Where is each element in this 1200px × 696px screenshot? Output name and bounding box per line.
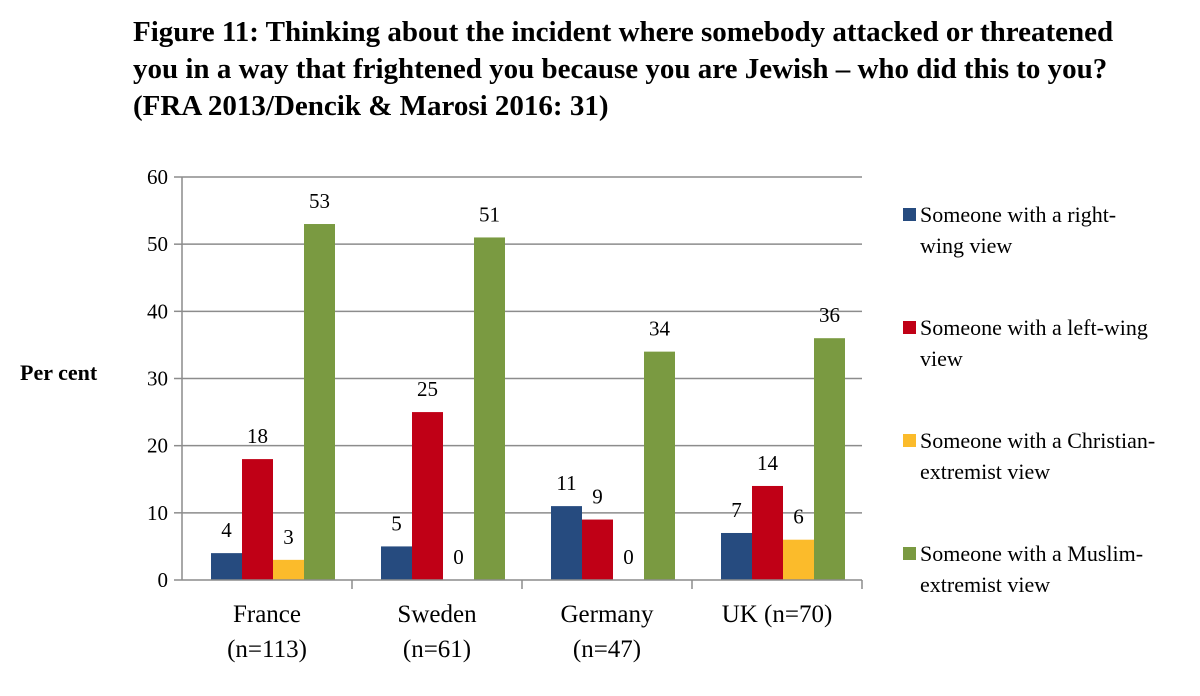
bar <box>381 546 412 580</box>
category-label: Sweden (n=61) <box>397 601 477 663</box>
bar <box>644 351 675 580</box>
bar <box>814 338 845 580</box>
data-label: 53 <box>309 189 330 213</box>
bar <box>551 506 582 580</box>
data-label: 14 <box>757 451 779 475</box>
legend-swatch <box>903 547 916 560</box>
category-label: France (n=113) <box>227 601 307 663</box>
data-label: 34 <box>649 317 671 341</box>
chart-title: Figure 11: Thinking about the incident w… <box>133 16 1114 122</box>
data-label: 9 <box>592 485 603 509</box>
legend-label-line: Someone with a right- <box>920 202 1116 227</box>
legend-label: Someone with a left-wing view <box>920 315 1148 371</box>
y-tick-label: 40 <box>147 299 168 323</box>
legend-label: Someone with a Christian-extremist view <box>920 428 1155 484</box>
y-tick-label: 30 <box>147 367 168 391</box>
y-tick-label: 0 <box>158 568 169 592</box>
y-axis-label: Per cent <box>20 360 98 385</box>
category-label-line: UK (n=70) <box>722 601 833 628</box>
y-tick-label: 50 <box>147 232 168 256</box>
bar <box>582 519 613 580</box>
data-label: 7 <box>731 498 742 522</box>
data-label: 36 <box>819 303 840 327</box>
category-label-line: Germany <box>560 601 654 628</box>
bar <box>273 559 304 580</box>
data-label: 0 <box>623 545 634 569</box>
legend-label-line: extremist view <box>920 459 1050 484</box>
gridlines <box>182 176 862 514</box>
bar <box>752 485 783 580</box>
bar <box>721 532 752 580</box>
category-label-line: Sweden <box>397 601 477 628</box>
y-tick-label: 10 <box>147 501 168 525</box>
legend-label-line: wing view <box>920 233 1012 258</box>
data-label: 3 <box>283 525 294 549</box>
bar <box>783 539 814 580</box>
category-label-line: France <box>233 601 301 628</box>
data-labels: 4 18 3 53 5 25 0 51 11 9 0 34 7 14 6 36 <box>221 189 840 569</box>
legend-label: Someone with a right-wing view <box>920 202 1116 258</box>
legend-label-line: extremist view <box>920 572 1050 597</box>
data-label: 11 <box>556 471 576 495</box>
data-label: 5 <box>391 511 402 535</box>
legend-label-line: Someone with a Muslim- <box>920 541 1143 566</box>
category-label: Germany (n=47) <box>560 601 654 663</box>
data-label: 25 <box>417 377 438 401</box>
data-label: 0 <box>453 545 464 569</box>
legend-label-line: view <box>920 346 963 371</box>
legend-swatch <box>903 434 916 447</box>
data-label: 6 <box>793 505 804 529</box>
bar <box>211 553 242 580</box>
bar <box>242 459 273 580</box>
y-tick-label: 20 <box>147 434 168 458</box>
y-tick-label: 60 <box>147 165 168 189</box>
legend-label: Someone with a Muslim-extremist view <box>920 541 1143 597</box>
category-label: UK (n=70) <box>722 601 833 628</box>
legend-label-line: Someone with a left-wing <box>920 315 1148 340</box>
legend-swatch <box>903 321 916 334</box>
bar <box>304 224 335 580</box>
bar <box>412 412 443 580</box>
legend-swatch <box>903 208 916 221</box>
legend-label-line: Someone with a Christian- <box>920 428 1155 453</box>
category-label-line: (n=113) <box>227 636 307 663</box>
data-label: 18 <box>247 424 268 448</box>
category-label-line: (n=47) <box>573 636 641 663</box>
bar <box>474 237 505 580</box>
bars <box>211 224 845 580</box>
category-label-line: (n=61) <box>403 636 471 663</box>
data-label: 4 <box>221 518 232 542</box>
data-label: 51 <box>479 202 500 226</box>
